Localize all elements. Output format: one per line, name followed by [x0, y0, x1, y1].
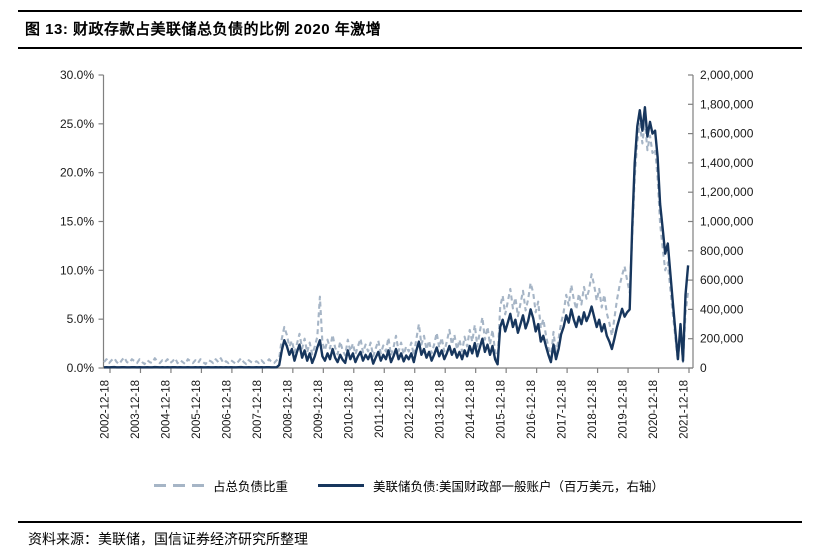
x-axis-tick-label: 2009-12-18: [313, 380, 325, 439]
x-axis-tick-label: 2020-12-18: [648, 380, 660, 439]
x-axis-tick-label: 2007-12-18: [252, 380, 264, 439]
legend-label-tga: 美联储负债:美国财政部一般账户（百万美元，右轴）: [373, 480, 664, 494]
right-axis-tick-label: 1,200,000: [700, 185, 754, 199]
page-title: 图 13: 财政存款占美联储总负债的比例 2020 年激增: [25, 21, 382, 38]
left-axis-tick-label: 5.0%: [67, 312, 95, 326]
x-axis-tick-label: 2018-12-18: [587, 380, 599, 439]
x-axis-tick-label: 2002-12-18: [100, 380, 112, 439]
legend-item-ratio: 占总负债比重: [154, 476, 288, 495]
x-axis-tick-label: 2011-12-18: [374, 380, 386, 438]
chart-legend: 占总负债比重 美联储负债:美国财政部一般账户（百万美元，右轴）: [0, 476, 818, 495]
x-axis-tick-label: 2004-12-18: [160, 380, 172, 439]
left-axis-tick-label: 30.0%: [60, 68, 94, 82]
footer-rule: [18, 521, 802, 523]
right-axis-tick-label: 1,400,000: [700, 156, 754, 170]
x-axis-tick-label: 2021-12-18: [679, 380, 691, 439]
right-axis-tick-label: 200,000: [700, 332, 744, 346]
x-axis-tick-label: 2008-12-18: [282, 380, 294, 439]
x-axis-tick-label: 2014-12-18: [465, 380, 477, 439]
left-axis-tick-label: 15.0%: [60, 215, 94, 229]
legend-item-tga: 美联储负债:美国财政部一般账户（百万美元，右轴）: [318, 476, 664, 495]
left-axis-tick-label: 20.0%: [60, 166, 94, 180]
left-axis-tick-label: 10.0%: [60, 263, 94, 277]
series-line-ratio: [103, 119, 690, 366]
x-axis-tick-label: 2006-12-18: [221, 380, 233, 439]
right-axis-tick-label: 0: [700, 361, 707, 375]
dashed-line-marker-icon: [154, 484, 204, 487]
solid-line-marker-icon: [318, 484, 365, 487]
source-note: 资料来源：美联储，国信证券经济研究所整理: [28, 533, 308, 548]
x-axis-tick-label: 2005-12-18: [191, 380, 203, 439]
title-underline-rule: [18, 47, 802, 49]
legend-label-ratio: 占总负债比重: [213, 480, 289, 494]
left-axis-tick-label: 25.0%: [60, 117, 94, 131]
right-axis-tick-label: 1,000,000: [700, 215, 754, 229]
x-axis-tick-label: 2017-12-18: [557, 380, 569, 439]
right-axis-tick-label: 400,000: [700, 302, 744, 316]
right-axis-tick-label: 1,800,000: [700, 97, 754, 111]
x-axis-tick-label: 2012-12-18: [404, 380, 416, 439]
x-axis-tick-label: 2003-12-18: [130, 380, 142, 439]
top-rule: [18, 10, 802, 12]
x-axis-tick-label: 2019-12-18: [618, 380, 630, 439]
right-axis-tick-label: 2,000,000: [700, 68, 754, 82]
x-axis-tick-label: 2013-12-18: [435, 380, 447, 439]
series-line-tga: [103, 106, 690, 369]
left-axis-tick-label: 0.0%: [67, 361, 95, 375]
x-axis-tick-label: 2015-12-18: [496, 380, 508, 439]
chart-canvas: 0.0% 5.0% 10.0% 15.0% 20.0% 25.0% 30.0% 0 200,00…: [60, 68, 754, 439]
right-axis-tick-label: 1,600,000: [700, 127, 754, 141]
right-axis-tick-label: 800,000: [700, 244, 744, 258]
x-axis-tick-label: 2010-12-18: [343, 380, 355, 439]
right-axis-tick-label: 600,000: [700, 273, 744, 287]
x-axis-tick-label: 2016-12-18: [526, 380, 538, 439]
